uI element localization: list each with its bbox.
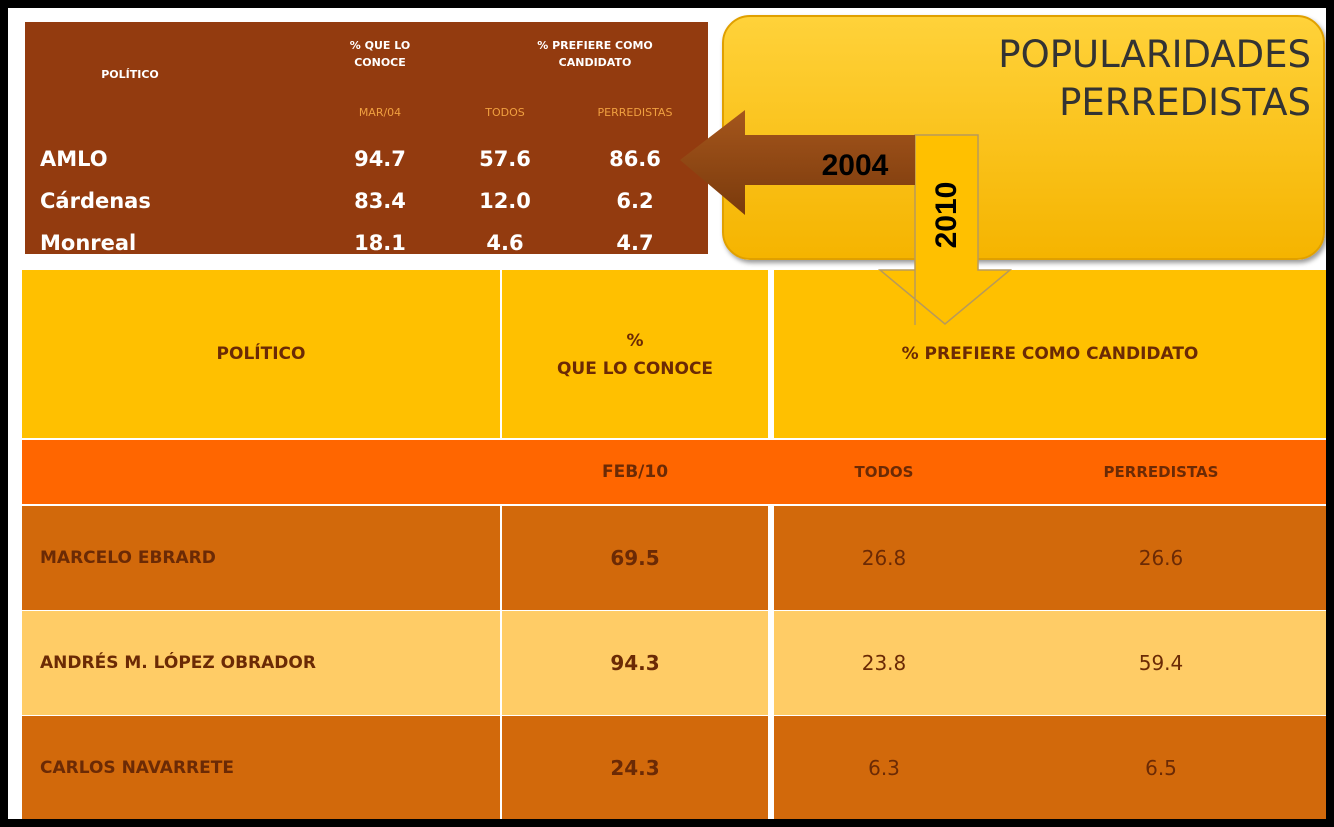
header-line: QUE LO CONOCE: [556, 359, 714, 379]
header-cell: [22, 270, 500, 438]
cell: 18.1: [354, 231, 406, 255]
cell-bg: [502, 611, 768, 715]
top-table: POLÍTICO % QUE LO CONOCE % PREFIERE COMO C…: [25, 22, 708, 255]
cell: 26.6: [1138, 546, 1184, 570]
cell: 6.2: [616, 189, 654, 213]
row-label: ANDRÉS M. LÓPEZ OBRADOR: [40, 653, 316, 673]
header-line: %: [626, 331, 644, 351]
subheader: MAR/04: [358, 105, 402, 119]
header: POLÍTICO: [216, 344, 306, 364]
cell-bg: [996, 611, 1326, 715]
header-cell: [502, 270, 768, 438]
cell: 59.4: [1138, 651, 1184, 675]
cell: 26.8: [861, 546, 907, 570]
subheader: TODOS: [854, 463, 914, 481]
cell-bg: [774, 611, 996, 715]
cell-bg: [996, 716, 1326, 819]
cell: 69.5: [610, 546, 660, 570]
arrow-label: 2010: [930, 182, 963, 249]
subheader: PERREDISTAS: [1103, 463, 1219, 481]
header-line: CANDIDATO: [558, 56, 632, 69]
cell-bg: [22, 716, 500, 819]
subheader-row: [22, 440, 1326, 504]
cell-bg: [774, 716, 996, 819]
cell: 12.0: [479, 189, 531, 213]
cell: 94.7: [354, 147, 406, 171]
title-line: POPULARIDADES: [998, 33, 1311, 76]
cell: 6.3: [868, 756, 900, 780]
arrow-label: 2004: [822, 149, 889, 182]
arrow-down: [877, 134, 1013, 325]
header: % PREFIERE COMO CANDIDATO: [495, 34, 695, 74]
row-label: MARCELO EBRARD: [40, 548, 216, 568]
cell-bg: [502, 506, 768, 610]
cell: 4.7: [616, 231, 654, 255]
cell: 94.3: [610, 651, 660, 675]
cell: 23.8: [861, 651, 907, 675]
cell-bg: [502, 716, 768, 819]
header-line: CONOCE: [354, 56, 406, 69]
slide: POLÍTICO % QUE LO CONOCE % PREFIERE COMO C…: [8, 8, 1326, 819]
title: POPULARIDADES PERREDISTAS: [998, 31, 1311, 127]
arrow-left: [680, 110, 915, 215]
cell: 57.6: [479, 147, 531, 171]
subheader: TODOS: [485, 105, 525, 119]
row-label: CARLOS NAVARRETE: [40, 758, 234, 778]
header: POLÍTICO: [101, 67, 159, 81]
cell-bg: [774, 506, 996, 610]
bottom-table: POLÍTICO % QUE LO CONOCE % PREFIERE COMO …: [22, 270, 1326, 819]
cell: 83.4: [354, 189, 406, 213]
header: % QUE LO CONOCE: [502, 320, 768, 390]
row-label: Cárdenas: [40, 189, 151, 213]
cell-bg: [996, 506, 1326, 610]
header: % PREFIERE COMO CANDIDATO: [901, 344, 1199, 364]
subheader: PERREDISTAS: [597, 105, 673, 119]
header-line: % QUE LO: [349, 39, 411, 52]
header-line: % PREFIERE COMO: [537, 39, 653, 52]
subheader: FEB/10: [601, 462, 669, 482]
cell-bg: [22, 611, 500, 715]
title-line: PERREDISTAS: [1059, 81, 1311, 124]
header-cell: [774, 270, 1326, 438]
cell-bg: [22, 506, 500, 610]
header: % QUE LO CONOCE: [315, 34, 445, 74]
cell: 4.6: [486, 231, 524, 255]
row-label: AMLO: [40, 147, 108, 171]
cell: 6.5: [1145, 756, 1177, 780]
arrows: 2004 2010: [680, 110, 1013, 325]
cell: 24.3: [610, 756, 660, 780]
cell: 86.6: [609, 147, 661, 171]
row-label: Monreal: [40, 231, 137, 255]
